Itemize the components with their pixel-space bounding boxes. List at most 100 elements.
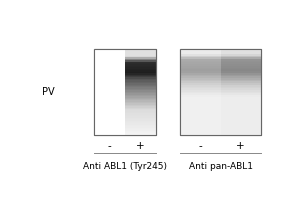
Bar: [220, 78, 261, 80]
Bar: [220, 64, 261, 66]
Bar: [220, 76, 261, 78]
Bar: [181, 107, 220, 109]
Bar: [181, 80, 220, 81]
Bar: [125, 60, 156, 62]
Bar: [181, 75, 220, 76]
Bar: [125, 70, 156, 72]
Bar: [220, 83, 261, 85]
Bar: [181, 123, 220, 125]
Bar: [220, 107, 261, 109]
Bar: [181, 81, 220, 83]
Text: Anti pan-ABL1: Anti pan-ABL1: [189, 162, 253, 171]
Bar: [181, 133, 220, 135]
Bar: [125, 102, 156, 103]
Bar: [125, 59, 156, 60]
Bar: [125, 129, 156, 131]
Bar: [125, 96, 156, 98]
Bar: [125, 92, 156, 93]
Bar: [125, 80, 156, 82]
Bar: [220, 71, 261, 73]
Bar: [181, 106, 220, 107]
Bar: [220, 93, 261, 95]
Bar: [181, 49, 261, 135]
Bar: [125, 115, 156, 116]
Bar: [181, 102, 220, 104]
Bar: [94, 49, 125, 135]
Bar: [181, 104, 220, 106]
Bar: [181, 71, 220, 73]
Bar: [220, 66, 261, 68]
Bar: [125, 85, 156, 86]
Bar: [220, 104, 261, 106]
Text: +: +: [236, 141, 245, 151]
Bar: [181, 109, 220, 111]
Bar: [220, 123, 261, 125]
Bar: [125, 125, 156, 126]
Bar: [125, 63, 156, 64]
Bar: [125, 112, 156, 113]
Bar: [220, 131, 261, 133]
Bar: [125, 49, 156, 50]
Bar: [125, 62, 156, 63]
Bar: [181, 131, 220, 133]
Bar: [220, 114, 261, 116]
Bar: [220, 50, 261, 52]
Bar: [181, 50, 220, 52]
Bar: [125, 56, 156, 57]
Bar: [181, 57, 220, 59]
Bar: [220, 102, 261, 104]
Bar: [181, 112, 220, 114]
Bar: [125, 77, 156, 79]
Bar: [220, 73, 261, 75]
Bar: [125, 73, 156, 75]
Bar: [220, 121, 261, 123]
Bar: [125, 108, 156, 109]
Bar: [220, 80, 261, 81]
Bar: [125, 98, 156, 99]
Bar: [181, 59, 220, 61]
Bar: [181, 49, 261, 135]
Bar: [125, 82, 156, 83]
Bar: [125, 99, 156, 100]
Bar: [220, 126, 261, 128]
Bar: [220, 59, 261, 61]
Bar: [181, 121, 220, 123]
Bar: [181, 54, 220, 56]
Bar: [181, 125, 220, 126]
Bar: [181, 92, 220, 93]
Bar: [220, 111, 261, 112]
Bar: [181, 114, 220, 116]
Bar: [220, 112, 261, 114]
Bar: [125, 131, 156, 132]
Bar: [125, 93, 156, 95]
Bar: [181, 118, 220, 119]
Bar: [220, 95, 261, 97]
Bar: [181, 90, 220, 92]
Text: +: +: [136, 141, 145, 151]
Bar: [125, 79, 156, 80]
Bar: [181, 111, 220, 112]
Text: Anti ABL1 (Tyr245): Anti ABL1 (Tyr245): [83, 162, 167, 171]
Bar: [220, 118, 261, 119]
Bar: [181, 61, 220, 62]
Bar: [125, 76, 156, 77]
Bar: [125, 86, 156, 87]
Bar: [220, 116, 261, 118]
Text: PV: PV: [42, 87, 55, 97]
Bar: [220, 90, 261, 92]
Bar: [220, 57, 261, 59]
Bar: [181, 73, 220, 75]
Bar: [181, 83, 220, 85]
Bar: [125, 121, 156, 122]
Bar: [125, 126, 156, 128]
Bar: [125, 64, 156, 66]
Bar: [94, 49, 156, 135]
Bar: [181, 97, 220, 99]
Bar: [125, 106, 156, 108]
Bar: [220, 125, 261, 126]
Bar: [125, 133, 156, 135]
Bar: [220, 69, 261, 71]
Bar: [125, 53, 156, 54]
Bar: [125, 50, 156, 52]
Bar: [125, 119, 156, 121]
